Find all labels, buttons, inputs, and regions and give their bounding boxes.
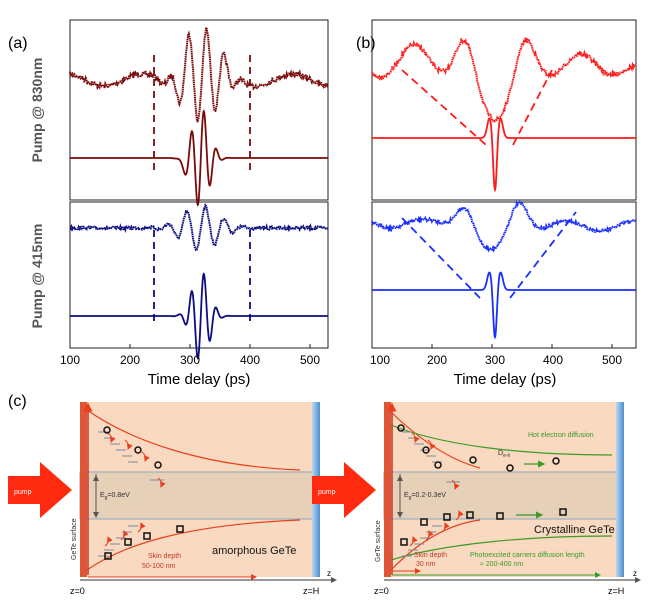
model-trace <box>372 271 636 340</box>
tick-a-200: 200 <box>120 353 140 367</box>
surface-layer <box>80 402 87 577</box>
panel-label-b: (b) <box>356 35 376 52</box>
tick-b-500: 500 <box>602 353 622 367</box>
tick-a-500: 500 <box>300 353 320 367</box>
skin-depth-label: Skin depth <box>148 553 181 560</box>
diagram-amorphous: pump Eg=0.8eV <box>8 402 337 596</box>
axes-a-bottom <box>69 201 329 349</box>
material-label: Crystalline GeTe <box>534 524 615 536</box>
tick-a-300: 300 <box>180 353 200 367</box>
z0-label: z=0 <box>70 586 85 596</box>
envelope-line <box>509 211 577 299</box>
tick-a-100: 100 <box>60 353 80 367</box>
chart-b-top <box>371 36 636 193</box>
axes-b-bottom <box>371 201 637 349</box>
model-trace <box>70 109 328 207</box>
measured-trace <box>371 199 637 254</box>
pump-arrow <box>312 462 376 518</box>
measured-trace <box>69 203 329 252</box>
vb-curve-green <box>390 535 613 561</box>
pump-label: pump <box>318 489 336 496</box>
tick-b-100: 100 <box>370 353 390 367</box>
diffusion-coef-label: De-h <box>498 450 511 459</box>
zH-label: z=H <box>303 586 319 596</box>
envelope-line <box>401 217 481 299</box>
gap-region <box>79 471 317 520</box>
skin-depth-value: 50-100 nm <box>142 563 176 570</box>
tick-b-400: 400 <box>543 353 563 367</box>
measured-trace <box>371 36 636 123</box>
gap-region <box>383 471 621 520</box>
z-label: z <box>633 569 637 578</box>
chart-a-top <box>69 23 329 207</box>
back-wall <box>616 402 624 577</box>
surface-label: GeTe surface <box>375 520 382 562</box>
axes-b-top <box>371 19 637 201</box>
pump-arrow <box>8 462 72 518</box>
diagram-crystalline: pump Eg=0.2-0.3eV <box>312 402 641 596</box>
zH-label: z=H <box>608 586 624 596</box>
panel-label-c: (c) <box>8 393 27 410</box>
surface-label: GeTe surface <box>71 518 78 560</box>
model-trace <box>70 272 328 360</box>
hot-electron-label: Hot electron diffusion <box>528 432 594 439</box>
material-label: amorphous GeTe <box>212 545 296 557</box>
xlabel-a: Time delay (ps) <box>148 371 251 388</box>
vb-curve <box>86 519 301 571</box>
model-trace <box>372 117 636 193</box>
xlabel-b: Time delay (ps) <box>454 371 557 388</box>
diffusion-length-label: Photoexcited carriers diffusion length <box>470 552 585 559</box>
measured-trace <box>69 23 329 123</box>
tick-b-300: 300 <box>485 353 505 367</box>
panel-label-a: (a) <box>8 35 28 52</box>
tick-a-400: 400 <box>240 353 260 367</box>
surface-layer <box>384 402 391 577</box>
diffusion-length-value: ≈ 200-400 nm <box>480 561 523 568</box>
ylabel-830: Pump @ 830nm <box>29 58 45 163</box>
cb-curve <box>86 409 301 471</box>
chart-a-bottom <box>69 203 329 360</box>
tick-b-200: 200 <box>427 353 447 367</box>
envelope-line <box>512 69 553 146</box>
skin-depth-value: 30 nm <box>416 561 436 568</box>
z-label: z <box>327 569 331 578</box>
pump-label: pump <box>14 489 32 496</box>
chart-b-bottom <box>371 199 637 340</box>
xaxis-b: 100 200 300 400 500 Time delay (ps) <box>370 344 622 388</box>
z0-label: z=0 <box>374 586 389 596</box>
egap-label: Eg=0.8eV <box>100 492 130 501</box>
envelope-line <box>401 69 487 146</box>
ylabel-415: Pump @ 415nm <box>29 224 45 329</box>
egap-label: Eg=0.2-0.3eV <box>404 492 446 501</box>
xaxis-a: 100 200 300 400 500 Time delay (ps) <box>60 344 320 388</box>
skin-depth-label: Skin depth <box>414 552 447 559</box>
vb-curve-red <box>390 519 481 571</box>
